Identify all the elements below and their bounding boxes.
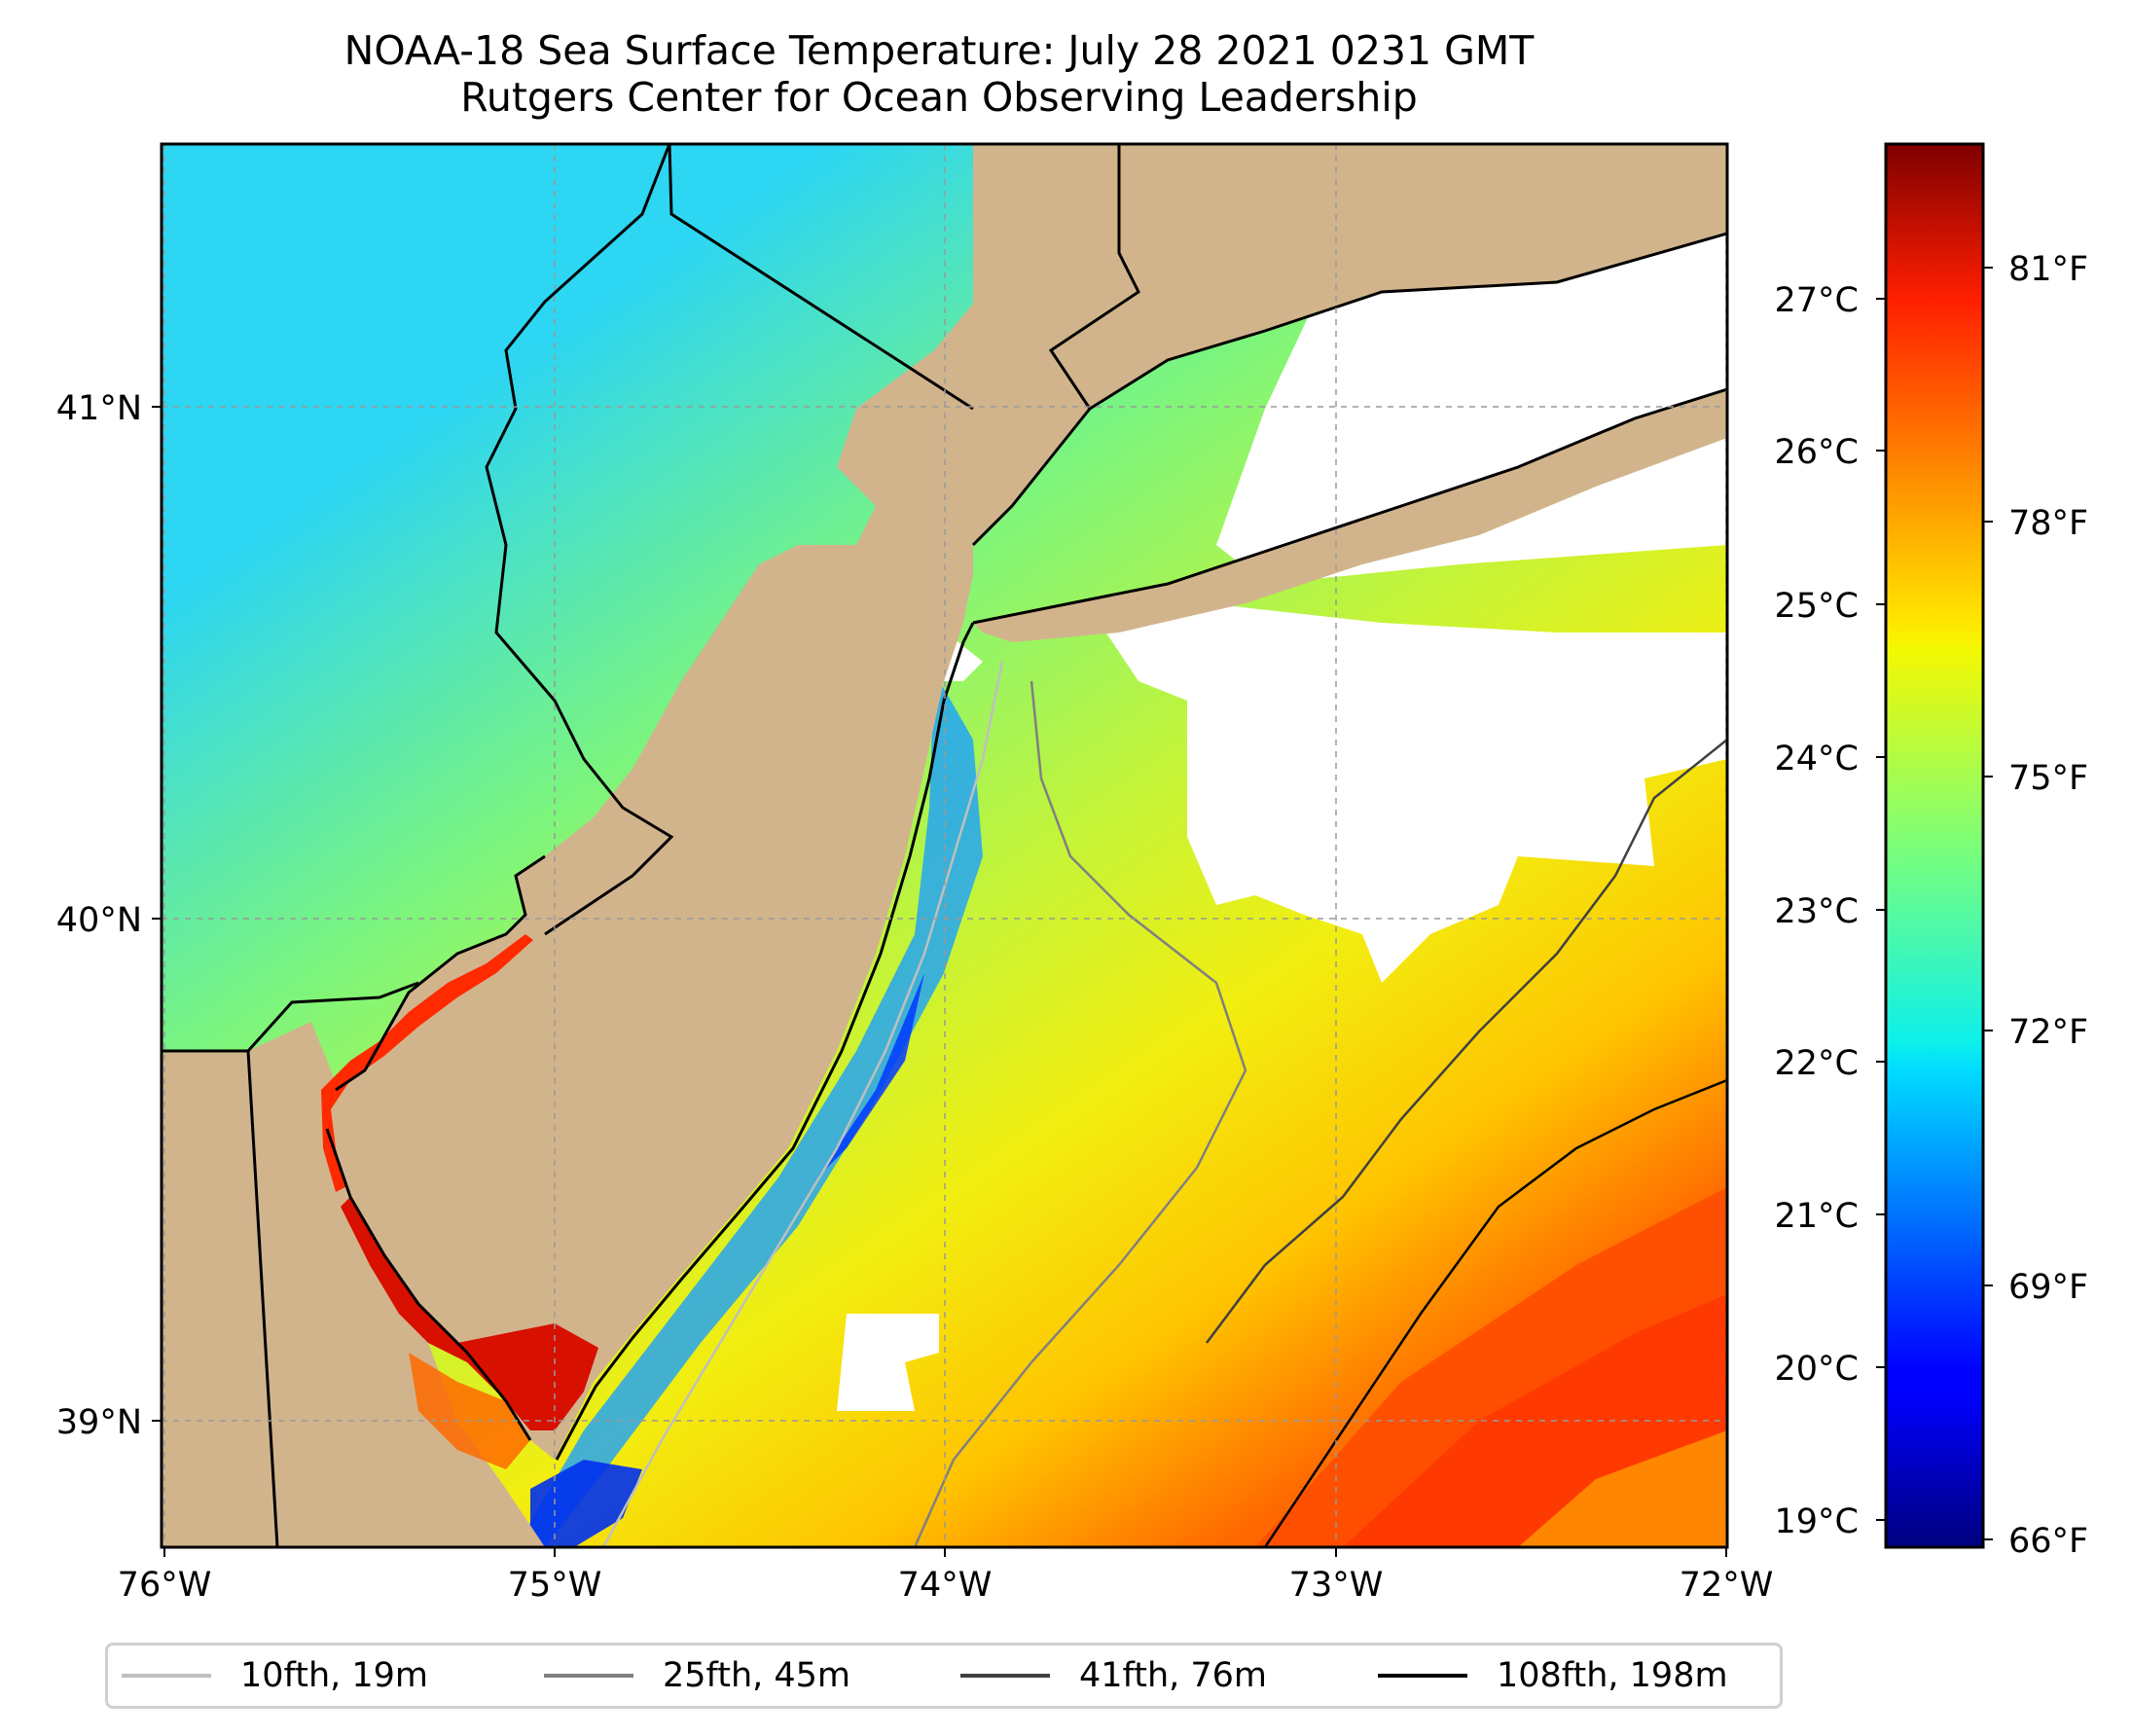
- legend-item: 41fth, 76m: [960, 1646, 1267, 1706]
- map-content: [162, 144, 1727, 1547]
- colorbar-celsius-axis: 27°C 26°C 25°C 24°C 23°C 22°C 21°C 20°C …: [1775, 281, 1886, 1541]
- legend-swatch: [544, 1674, 633, 1678]
- warm-water-edge: [1518, 1430, 1727, 1547]
- isobath-legend: 10fth, 19m 25fth, 45m 41fth, 76m 108fth,…: [105, 1643, 1783, 1709]
- fahrenheit-tick-label: 75°F: [2008, 759, 2088, 798]
- fahrenheit-tick-label: 72°F: [2008, 1013, 2088, 1052]
- celsius-tick-label: 22°C: [1775, 1044, 1859, 1083]
- land-staten-island: [856, 623, 924, 671]
- land-nj-pa: [162, 144, 1031, 1460]
- lon-tick-label: 75°W: [508, 1566, 602, 1605]
- fahrenheit-tick-label: 78°F: [2008, 504, 2088, 543]
- no-data-mask-ne: [1216, 214, 1727, 584]
- fahrenheit-tick-label: 69°F: [2008, 1268, 2088, 1307]
- celsius-tick-label: 19°C: [1775, 1502, 1859, 1541]
- coastlines: [162, 144, 1727, 1547]
- map-title: NOAA-18 Sea Surface Temperature: July 28…: [0, 27, 1878, 121]
- lat-axis: 41°N 40°N 39°N: [56, 389, 162, 1442]
- legend-swatch: [1378, 1674, 1467, 1678]
- lon-tick-label: 74°W: [898, 1566, 993, 1605]
- lon-axis: 76°W 75°W 74°W 73°W 72°W: [118, 1547, 1774, 1605]
- lat-tick-label: 41°N: [56, 389, 142, 428]
- legend-label: 10fth, 19m: [240, 1656, 429, 1695]
- cold-bay-mouth: [530, 1460, 642, 1547]
- no-data-mask-offshore: [837, 1314, 939, 1411]
- fahrenheit-tick-label: 66°F: [2008, 1522, 2088, 1561]
- legend-label: 41fth, 76m: [1079, 1656, 1268, 1695]
- land-ny-ct: [973, 144, 1727, 545]
- cold-coastal-band: [516, 671, 983, 1547]
- celsius-tick-label: 21°C: [1775, 1197, 1859, 1236]
- colorbar: [1884, 142, 1985, 1549]
- delaware-bay: [341, 1197, 598, 1430]
- lat-tick-label: 40°N: [56, 901, 142, 940]
- celsius-tick-label: 25°C: [1775, 587, 1859, 626]
- celsius-tick-label: 27°C: [1775, 281, 1859, 320]
- legend-label: 108fth, 198m: [1497, 1656, 1728, 1695]
- legend-item: 10fth, 19m: [122, 1646, 428, 1706]
- legend-item: 25fth, 45m: [544, 1646, 850, 1706]
- delaware-river: [321, 934, 533, 1192]
- title-line-1: NOAA-18 Sea Surface Temperature: July 28…: [343, 27, 1535, 74]
- legend-label: 25fth, 45m: [663, 1656, 851, 1695]
- celsius-tick-label: 20°C: [1775, 1350, 1859, 1389]
- legend-item: 108fth, 198m: [1378, 1646, 1728, 1706]
- lat-tick-label: 39°N: [56, 1403, 142, 1442]
- legend-swatch: [960, 1674, 1050, 1678]
- title-line-2: Rutgers Center for Ocean Observing Leade…: [460, 74, 1418, 121]
- colorbar-fahrenheit-axis: 81°F 78°F 75°F 72°F 69°F 66°F: [1983, 250, 2088, 1561]
- celsius-tick-label: 23°C: [1775, 892, 1859, 931]
- celsius-tick-label: 24°C: [1775, 740, 1859, 778]
- legend-swatch: [122, 1674, 211, 1678]
- isobaths: [601, 661, 1727, 1547]
- no-data-mask: [1100, 603, 1727, 983]
- celsius-tick-label: 26°C: [1775, 433, 1859, 472]
- delaware-bay-lower: [409, 1353, 530, 1469]
- lon-tick-label: 72°W: [1680, 1566, 1774, 1605]
- fahrenheit-tick-label: 81°F: [2008, 250, 2088, 289]
- lon-tick-label: 73°W: [1289, 1566, 1384, 1605]
- lon-tick-label: 76°W: [118, 1566, 212, 1605]
